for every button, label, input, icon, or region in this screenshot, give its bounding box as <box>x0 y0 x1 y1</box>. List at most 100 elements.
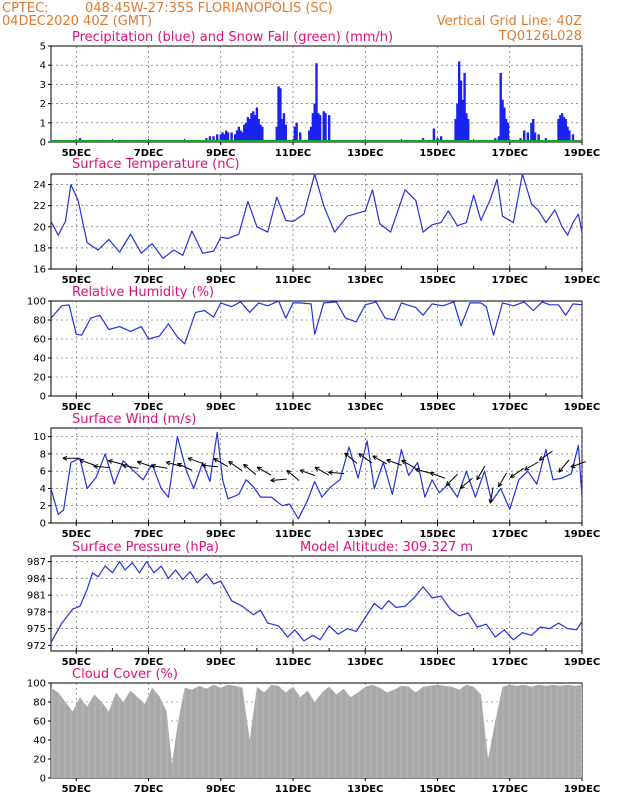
wind-arrow-head <box>122 465 127 469</box>
wind-arrow <box>177 462 193 471</box>
temp-ytick-label: 18 <box>33 243 46 254</box>
wind-arrow-head <box>165 461 170 466</box>
wind-arrow-shaft <box>108 459 124 466</box>
cloud-xtick-label: 19DEC <box>564 784 600 795</box>
wind-arrow-head <box>401 459 405 465</box>
precip-bar <box>250 113 253 142</box>
wind-arrow-shaft <box>314 466 330 476</box>
wind-arrow-head <box>228 460 234 463</box>
precip-bar <box>219 134 222 142</box>
header-grid-note: Vertical Grid Line: 40Z <box>437 14 582 29</box>
precip-bar <box>523 130 526 142</box>
wind-arrow-head <box>328 470 333 473</box>
precip-bar <box>284 124 287 142</box>
temp-xtick-label: 15DEC <box>419 275 455 286</box>
temp-ytick-label: 24 <box>33 180 46 191</box>
wind-arrow-head <box>509 473 514 478</box>
wind-arrow <box>286 469 300 482</box>
precip-bar <box>280 118 284 142</box>
temp-ytick-label: 16 <box>33 265 46 276</box>
precip-bar <box>454 118 457 142</box>
wind-arrow <box>570 461 587 468</box>
wind-arrow-shaft <box>429 472 446 479</box>
wind-arrow-head <box>415 467 420 470</box>
precip-bar <box>532 118 535 142</box>
precip-bar <box>246 117 250 142</box>
wind-arrow-head <box>93 465 98 469</box>
precip-bar <box>317 113 320 142</box>
precip-bar <box>562 117 566 142</box>
pressure-xtick-label: 19DEC <box>564 657 600 668</box>
precip-bar <box>299 132 302 142</box>
wind-arrow-shaft <box>270 478 287 482</box>
cloud-area <box>51 684 582 778</box>
cloud-xtick-label: 15DEC <box>419 784 455 795</box>
precip-bar <box>564 118 567 142</box>
wind-arrow-shaft <box>122 464 139 469</box>
wind-arrow <box>213 458 228 467</box>
precip-bar <box>261 126 264 142</box>
precip-bar <box>457 61 461 142</box>
wind-arrow-head <box>372 455 376 460</box>
temp-xtick-label: 19DEC <box>564 275 600 286</box>
wind-arrow <box>401 459 416 469</box>
wind-arrow-head <box>344 452 350 455</box>
wind-arrow-shaft <box>286 469 300 482</box>
wind-arrow-head <box>328 471 333 475</box>
cloud-ytick-label: 20 <box>33 755 46 766</box>
temp-xtick-label: 7DEC <box>134 275 163 286</box>
wind-arrow-head <box>538 456 542 461</box>
cloud-xtick-label: 7DEC <box>134 784 163 795</box>
wind-arrow-shaft <box>459 477 473 489</box>
wind-arrow <box>415 467 431 474</box>
precip-bar <box>221 132 224 142</box>
precip-bar <box>465 113 468 142</box>
wind-arrow-shaft <box>243 463 257 475</box>
wind-arrow <box>270 477 287 483</box>
wind-arrow <box>509 467 524 478</box>
temp-xtick-label: 11DEC <box>275 275 311 286</box>
wind-arrow-head <box>270 477 275 481</box>
wind-arrow-head <box>344 452 347 458</box>
precip-bar <box>259 124 262 142</box>
wind-arrow-head <box>151 463 156 466</box>
wind-arrow-head <box>445 481 449 486</box>
wind-arrow <box>122 463 139 469</box>
wind-arrow-head <box>299 469 304 474</box>
temperature-panel: Surface Temperature (nC) 5DEC 7DEC 9DEC 11D… <box>33 157 600 286</box>
wind-arrow-shaft <box>415 468 431 474</box>
wind-arrow-shaft <box>489 487 494 504</box>
wind-arrow <box>256 466 272 476</box>
wind-arrow <box>445 473 458 486</box>
cloud-title: Cloud Cover (%) <box>72 667 178 682</box>
wind-arrow-head <box>93 464 98 467</box>
precip-bar <box>533 132 537 142</box>
wind-arrow-head <box>498 483 503 488</box>
wind-arrow <box>93 464 110 469</box>
temp-xtick-label: 17DEC <box>492 275 528 286</box>
pressure-panel: Surface Pressure (hPa) Model Altitude: 3… <box>27 540 600 668</box>
wind-arrow-head <box>286 470 290 475</box>
wind-arrow <box>243 463 257 475</box>
cloud-xtick-label: 11DEC <box>275 784 311 795</box>
temp-xtick-label: 13DEC <box>347 275 383 286</box>
precip-bar <box>275 126 278 142</box>
precip-ytick-label: 3 <box>40 80 46 91</box>
wind-arrow-head <box>415 468 420 473</box>
precip-xtick-label: 5DEC <box>62 148 91 159</box>
wind-arrow <box>476 465 486 481</box>
wind-arrow-shaft <box>79 459 95 466</box>
wind-arrow-shaft <box>93 465 110 469</box>
wind-series-line <box>50 431 583 520</box>
cloud-xtick-label: 9DEC <box>206 784 235 795</box>
temp-title: Surface Temperature (nC) <box>72 157 240 172</box>
precip-bar <box>456 103 459 142</box>
wind-arrow-shaft <box>213 458 228 467</box>
precip-bar <box>223 134 226 142</box>
wind-xtick-label: 15DEC <box>419 529 455 540</box>
rh-xtick-label: 15DEC <box>419 402 455 413</box>
temp-ytick-label: 22 <box>33 201 46 212</box>
wind-arrow <box>488 487 494 504</box>
precip-bar <box>313 103 316 142</box>
